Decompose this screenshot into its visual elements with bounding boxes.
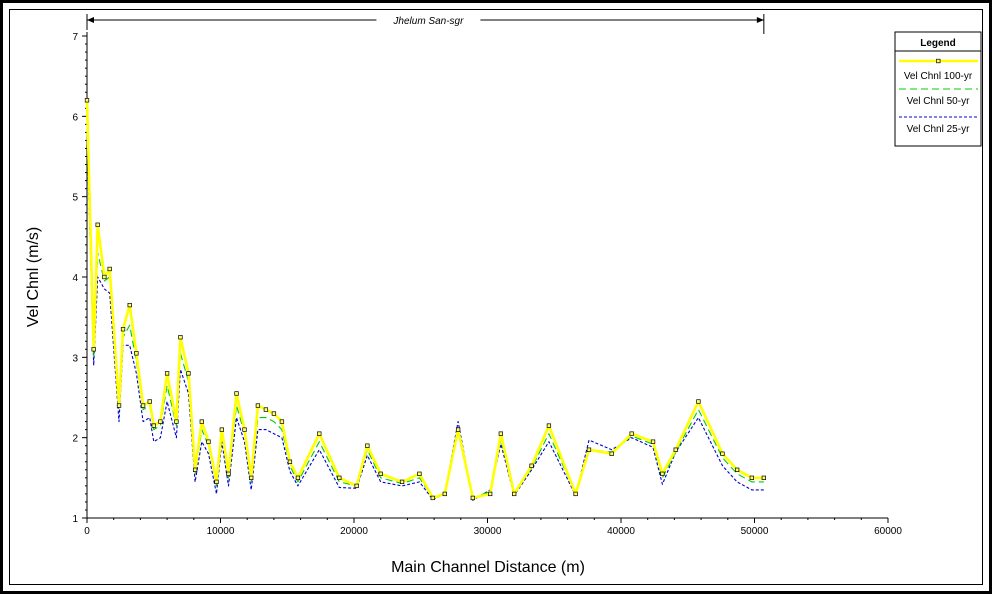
data-point: [573, 491, 578, 497]
x-tick-label: 30000: [474, 526, 502, 537]
y-tick-label: 7: [72, 32, 78, 43]
data-point: [158, 419, 163, 424]
data-point: [546, 423, 552, 428]
data-point: [650, 439, 656, 444]
data-point: [178, 335, 183, 340]
data-point: [116, 403, 122, 408]
data-point: [287, 459, 293, 464]
data-point: [609, 451, 614, 456]
chart-inner-border: [9, 9, 983, 585]
data-point: [512, 491, 517, 497]
series-line: [85, 100, 764, 500]
data-point: [249, 475, 254, 480]
data-point: [696, 399, 701, 404]
reach-label-bg: [376, 13, 481, 27]
data-point: [442, 491, 447, 497]
data-point: [337, 475, 342, 480]
data-point: [660, 471, 665, 476]
data-point: [147, 399, 152, 404]
data-point: [206, 439, 211, 444]
data-point: [455, 427, 461, 432]
data-point: [498, 431, 503, 436]
data-point: [127, 302, 132, 308]
legend-label: Vel Chnl 50-yr: [907, 96, 970, 107]
data-point: [529, 463, 534, 468]
data-point: [140, 403, 146, 408]
data-point: [673, 447, 678, 452]
data-point: [317, 431, 322, 436]
data-point: [107, 266, 112, 272]
data-point: [234, 391, 239, 396]
y-tick-label: 3: [72, 353, 78, 364]
legend: Legend Vel Chnl 100-yr Vel Chnl 50-yr Vel …: [894, 31, 982, 147]
data-point: [295, 475, 301, 480]
data-point: [354, 483, 359, 489]
axes-group: 1 2 3 4 5 6 7 0 10000 20000 30000 40000 50000 60000: [72, 32, 902, 537]
data-point: [186, 371, 191, 376]
reach-arrow-left: [87, 17, 94, 23]
data-point: [586, 447, 592, 452]
legend-label: Vel Chnl 25-yr: [907, 124, 970, 135]
y-tick-label: 5: [72, 193, 78, 204]
data-point: [102, 274, 107, 280]
data-point: [470, 495, 475, 501]
data-point: [378, 471, 383, 476]
data-point: [120, 327, 126, 332]
data-point: [95, 222, 100, 227]
data-point: [629, 431, 634, 436]
x-tick-label: 40000: [607, 526, 635, 537]
x-tick-label: 50000: [741, 526, 769, 537]
data-point: [720, 451, 725, 456]
reach-label: Jhelum San-sgr: [392, 16, 464, 27]
data-point: [279, 419, 285, 424]
y-axis-title: Vel Chnl (m/s): [25, 227, 42, 327]
x-tick-label: 0: [84, 526, 90, 537]
data-point: [91, 347, 96, 352]
data-point: [734, 467, 740, 472]
data-point: [271, 411, 277, 416]
data-point: [199, 419, 204, 424]
data-point: [242, 427, 247, 432]
data-point: [214, 479, 219, 484]
data-point: [84, 98, 90, 103]
data-point: [761, 475, 766, 480]
data-point: [226, 471, 231, 476]
data-point: [749, 475, 754, 480]
data-point: [430, 495, 435, 501]
legend-marker: [936, 58, 941, 64]
x-axis-title: Main Channel Distance (m): [391, 559, 585, 576]
data-point: [399, 479, 405, 484]
data-point: [219, 427, 224, 432]
x-tick-label: 20000: [340, 526, 368, 537]
data-point: [151, 423, 156, 428]
x-tick-label: 60000: [874, 526, 902, 537]
y-tick-label: 1: [72, 514, 78, 525]
series-line: [86, 132, 764, 501]
data-point: [174, 419, 179, 424]
x-tick-label: 10000: [207, 526, 235, 537]
data-point: [365, 443, 370, 448]
legend-title: Legend: [920, 38, 956, 49]
data-point: [134, 351, 139, 356]
legend-label: Vel Chnl 100-yr: [904, 71, 973, 82]
data-point: [417, 471, 422, 476]
data-point: [263, 407, 269, 412]
data-point: [488, 491, 493, 497]
series-line: [86, 116, 764, 499]
y-tick-label: 4: [72, 273, 78, 284]
data-point: [255, 403, 261, 408]
reach-annotation: Jhelum San-sgr: [86, 13, 765, 34]
y-tick-label: 6: [72, 112, 78, 123]
reach-arrow-right: [756, 17, 764, 23]
y-tick-label: 2: [72, 434, 78, 445]
series-group: [84, 98, 766, 501]
data-point: [164, 371, 170, 376]
data-point: [192, 467, 198, 472]
